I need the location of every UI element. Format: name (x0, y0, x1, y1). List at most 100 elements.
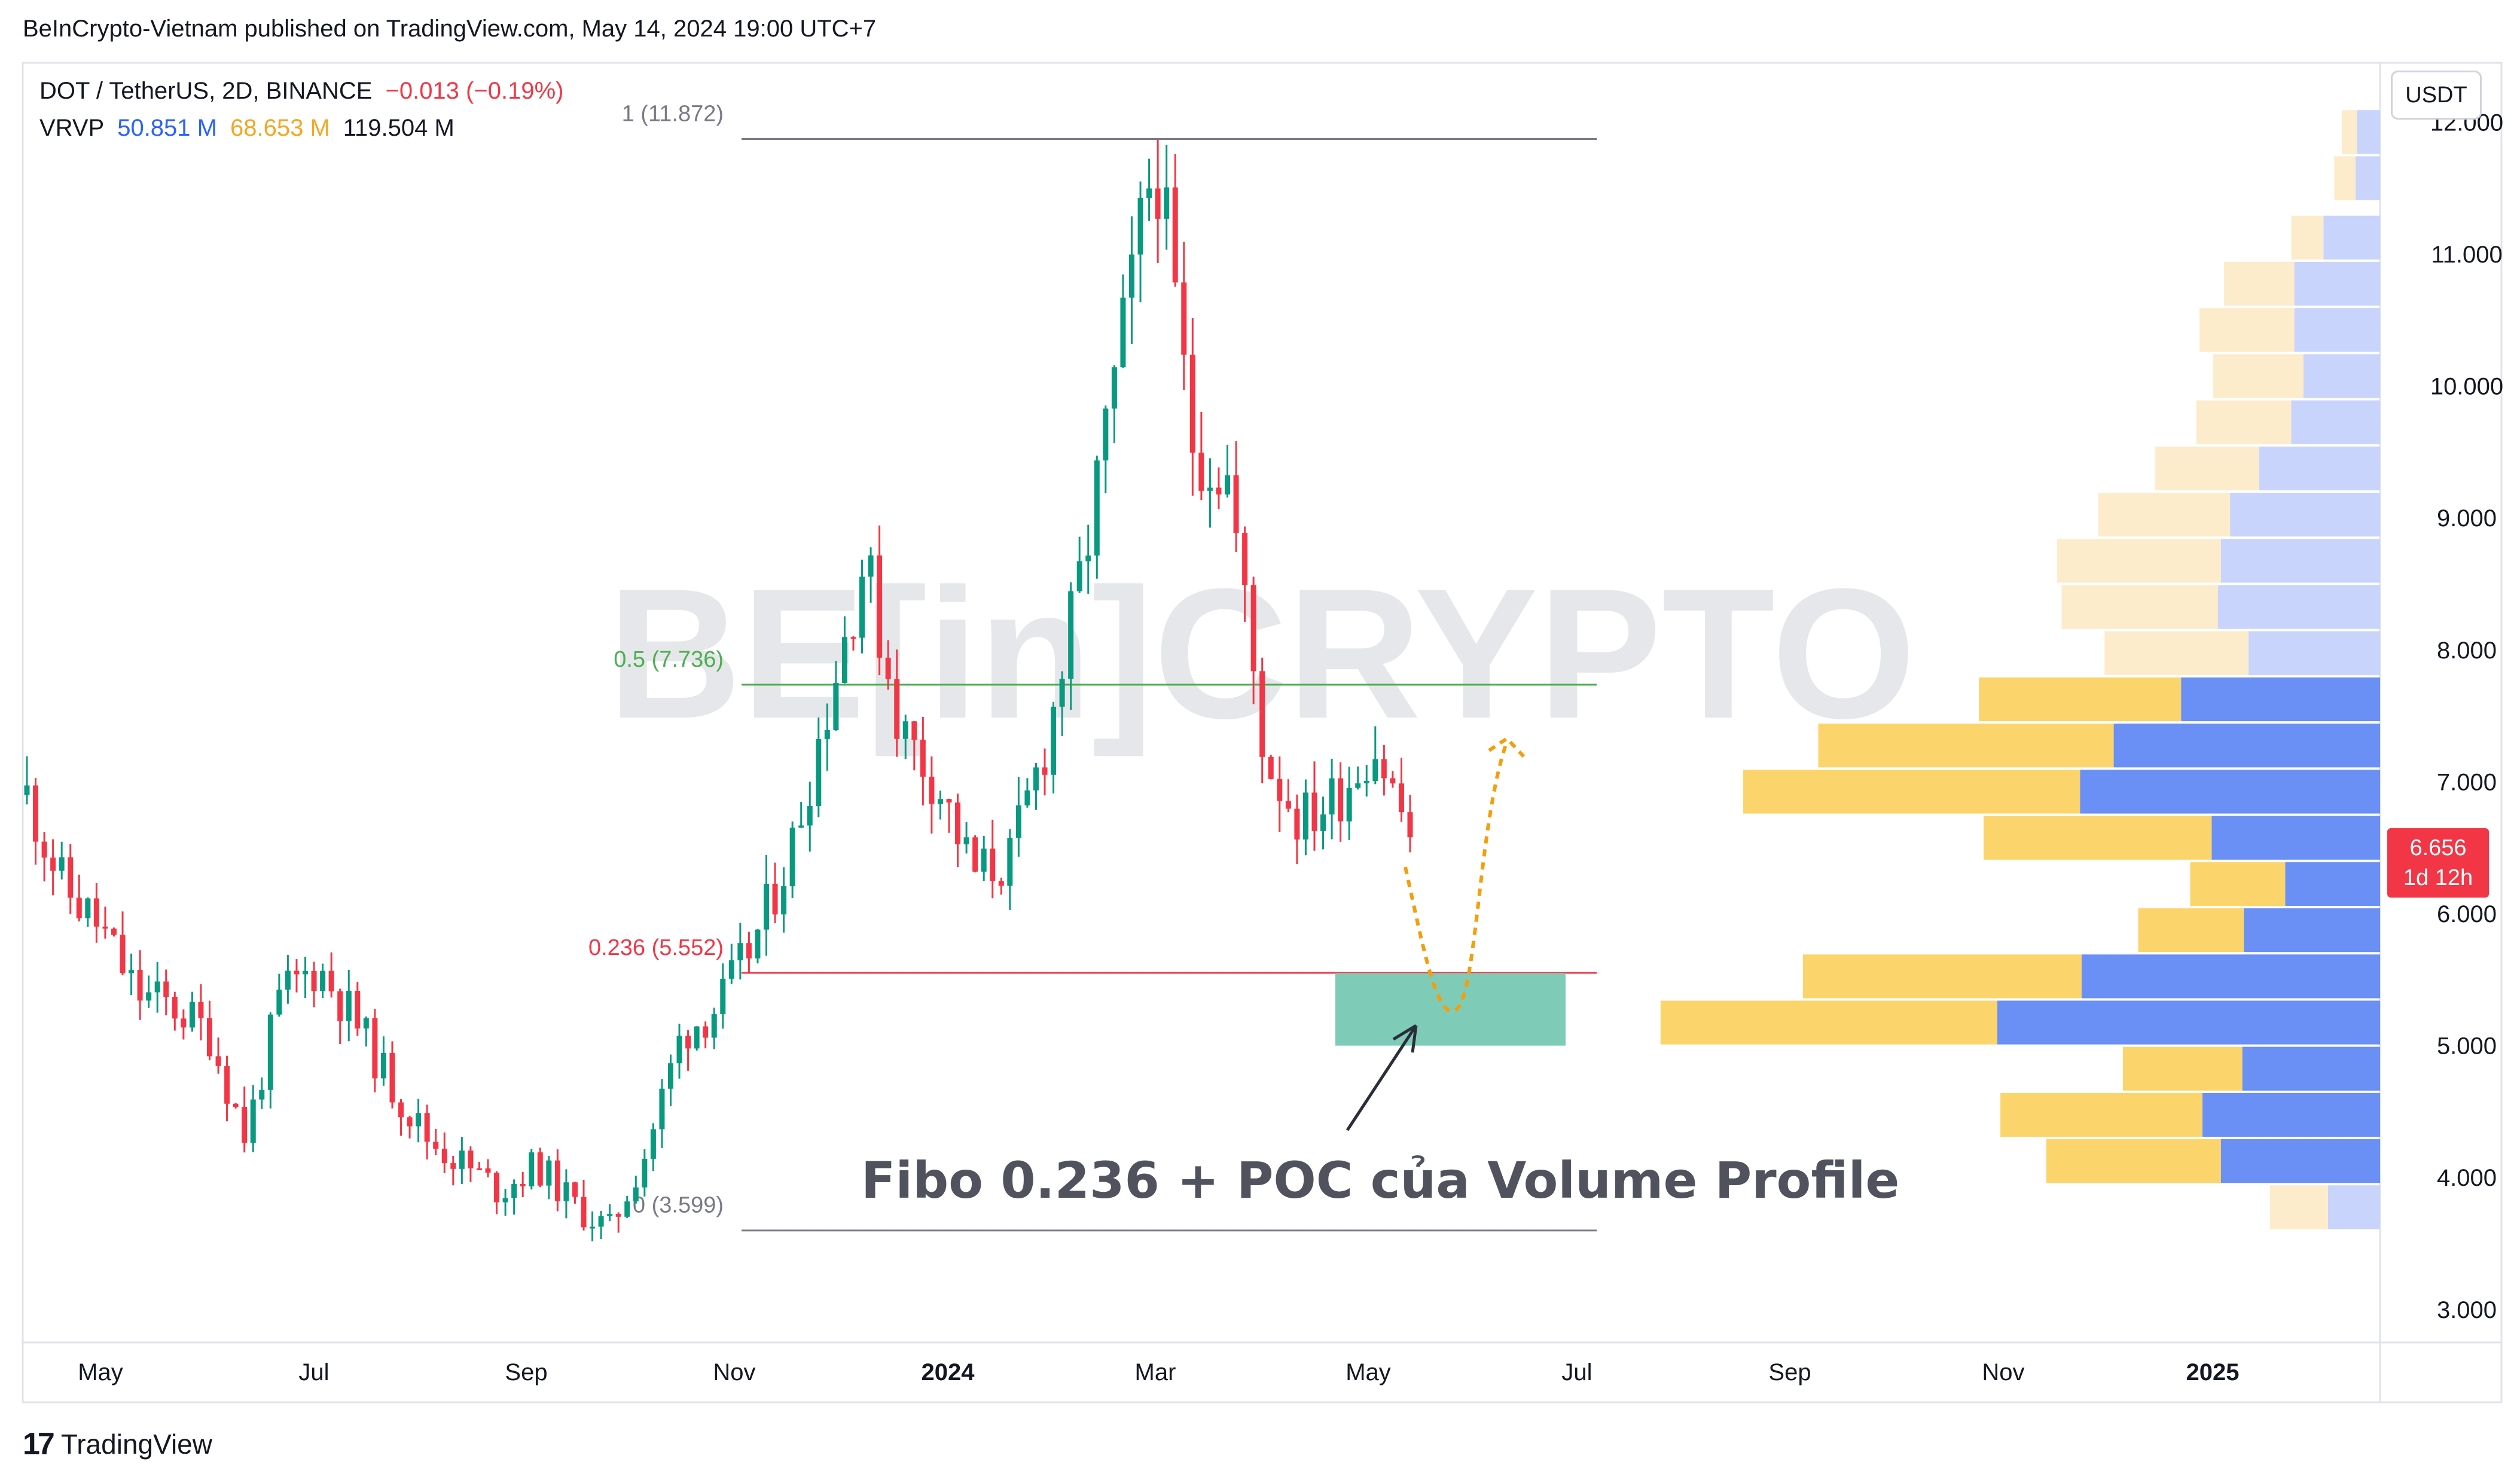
candle-body (1015, 805, 1021, 838)
candle-body (93, 898, 99, 927)
candle-body (1051, 706, 1057, 775)
candle-body (833, 682, 839, 730)
candle-body (633, 1187, 639, 1202)
candle-body (720, 978, 726, 1014)
vrvp-up-volume: 50.851 M (117, 115, 217, 141)
last-price-value: 6.656 (2409, 835, 2467, 860)
candle-body (1181, 282, 1187, 355)
vp-up-bar (1979, 677, 2182, 722)
candle-body (764, 883, 770, 930)
vp-down-bar (2285, 862, 2380, 906)
candle-body (50, 858, 56, 871)
vp-down-bar (2230, 493, 2380, 537)
symbol-title[interactable]: DOT / TetherUS, 2D, BINANCE (39, 78, 373, 104)
candle-body (41, 841, 47, 858)
y-tick-label: 7.000 (2437, 769, 2497, 795)
vp-up-bar (2122, 1046, 2243, 1091)
candle-body (1311, 792, 1317, 831)
vp-down-bar (1997, 1000, 2380, 1045)
vp-up-bar (2269, 1185, 2328, 1229)
candle-body (998, 881, 1004, 886)
bar-countdown: 1d 12h (2403, 865, 2473, 890)
candle-body (807, 805, 813, 826)
candle-body (416, 1113, 422, 1127)
candle-body (816, 739, 822, 806)
candle-body (1085, 555, 1091, 562)
currency-selector[interactable]: USDT (2391, 71, 2482, 120)
candle-body (398, 1102, 404, 1118)
candle-body (33, 785, 39, 842)
candle-body (1372, 759, 1378, 782)
vp-up-bar (1802, 954, 2082, 999)
vp-down-bar (2294, 261, 2380, 306)
candle-body (1007, 837, 1013, 886)
candle-body (242, 1106, 248, 1143)
candle-body (885, 657, 891, 679)
vp-down-bar (2211, 816, 2380, 860)
candle-body (1259, 671, 1265, 757)
candle-body (642, 1158, 648, 1188)
vp-up-bar (2155, 446, 2259, 491)
x-tick-label: Mar (1135, 1359, 1176, 1386)
vrvp-legend[interactable]: VRVP 50.851 M 68.653 M 119.504 M (39, 115, 468, 142)
fib-label: 1 (11.872) (622, 102, 724, 127)
candle-body (1225, 475, 1231, 495)
candle-body (424, 1113, 430, 1142)
candle-body (337, 991, 343, 1021)
candle-body (1346, 788, 1352, 822)
candle-body (728, 960, 734, 979)
candle-body (781, 886, 787, 915)
vp-down-bar (2357, 110, 2380, 154)
x-tick-label: Sep (1768, 1359, 1811, 1386)
candle-body (894, 679, 900, 739)
vp-up-bar (2000, 1093, 2203, 1137)
vp-down-bar (2248, 631, 2380, 675)
vp-up-bar (2138, 908, 2244, 953)
brand-label: TradingView (60, 1429, 212, 1460)
candle-body (120, 935, 126, 974)
candle-body (267, 1014, 273, 1090)
candle-body (450, 1163, 456, 1169)
candle-body (520, 1184, 526, 1186)
candle-body (320, 971, 326, 991)
vp-down-bar (2081, 954, 2380, 999)
candle-body (711, 1014, 717, 1038)
vp-down-bar (2113, 724, 2380, 768)
candle-body (189, 1002, 195, 1028)
tradingview-brand[interactable]: 17 TradingView (23, 1426, 212, 1462)
pointer-arrow-head (1392, 1024, 1418, 1053)
vp-up-bar (2098, 493, 2231, 537)
candle-body (146, 992, 152, 1001)
candle-body (755, 929, 761, 959)
vp-up-bar (2342, 110, 2357, 154)
candle-body (303, 971, 309, 975)
candle-body (1216, 487, 1222, 495)
candle-body (163, 981, 169, 997)
candle-body (590, 1226, 596, 1229)
candle-body (459, 1151, 465, 1169)
candle-body (902, 721, 908, 739)
candle-body (990, 849, 996, 881)
candle-body (798, 825, 804, 828)
candle-body (581, 1197, 587, 1228)
vp-up-bar (2291, 215, 2324, 260)
candle-body (1128, 254, 1134, 298)
candle-body (407, 1117, 413, 1127)
vp-up-bar (1818, 724, 2114, 768)
vp-down-bar (2244, 908, 2380, 953)
time-axis[interactable]: May Jul Sep Nov 2024 Mar May Jul Sep Nov 2025 (78, 1359, 2239, 1386)
candle-body (624, 1201, 630, 1217)
candle-body (1390, 778, 1396, 784)
candle-body (1355, 783, 1361, 788)
candle-body (380, 1052, 386, 1079)
support-zone (1335, 973, 1566, 1046)
candle-body (937, 799, 943, 804)
candle-body (607, 1214, 613, 1216)
symbol-legend[interactable]: DOT / TetherUS, 2D, BINANCE −0.013 (−0.19… (39, 78, 576, 105)
candle-body (1329, 778, 1335, 814)
vrvp-label[interactable]: VRVP (39, 115, 105, 141)
candle-body (1320, 814, 1326, 831)
x-tick-label: 2024 (922, 1359, 975, 1386)
candle-body (563, 1182, 569, 1201)
